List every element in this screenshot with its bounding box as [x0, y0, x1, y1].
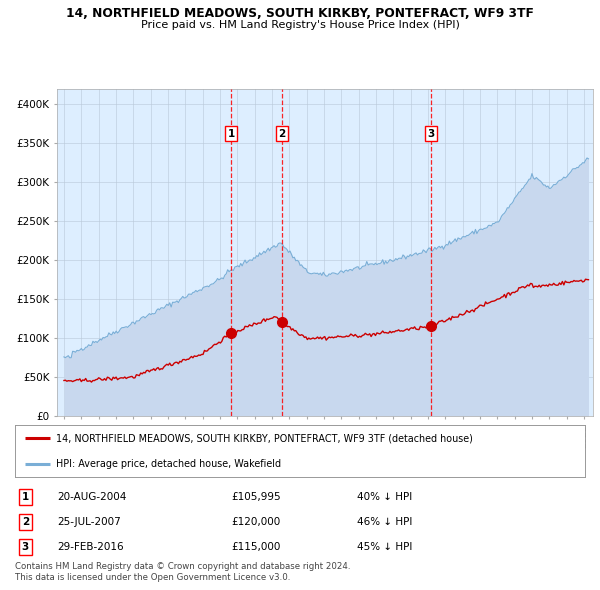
Text: 40% ↓ HPI: 40% ↓ HPI — [357, 492, 412, 502]
Text: 46% ↓ HPI: 46% ↓ HPI — [357, 517, 412, 527]
Text: HPI: Average price, detached house, Wakefield: HPI: Average price, detached house, Wake… — [56, 459, 281, 469]
Text: 14, NORTHFIELD MEADOWS, SOUTH KIRKBY, PONTEFRACT, WF9 3TF (detached house): 14, NORTHFIELD MEADOWS, SOUTH KIRKBY, PO… — [56, 433, 473, 443]
Text: 3: 3 — [427, 129, 434, 139]
Text: £115,000: £115,000 — [232, 542, 281, 552]
Text: 25-JUL-2007: 25-JUL-2007 — [58, 517, 121, 527]
Text: 29-FEB-2016: 29-FEB-2016 — [58, 542, 124, 552]
Text: £105,995: £105,995 — [232, 492, 281, 502]
Text: 2: 2 — [22, 517, 29, 527]
Text: 1: 1 — [22, 492, 29, 502]
Text: Contains HM Land Registry data © Crown copyright and database right 2024.
This d: Contains HM Land Registry data © Crown c… — [15, 562, 350, 582]
Text: 2: 2 — [278, 129, 286, 139]
Text: 45% ↓ HPI: 45% ↓ HPI — [357, 542, 412, 552]
Text: 1: 1 — [227, 129, 235, 139]
Text: 20-AUG-2004: 20-AUG-2004 — [58, 492, 127, 502]
Text: £120,000: £120,000 — [232, 517, 281, 527]
Text: 14, NORTHFIELD MEADOWS, SOUTH KIRKBY, PONTEFRACT, WF9 3TF: 14, NORTHFIELD MEADOWS, SOUTH KIRKBY, PO… — [66, 7, 534, 20]
Text: 3: 3 — [22, 542, 29, 552]
Text: Price paid vs. HM Land Registry's House Price Index (HPI): Price paid vs. HM Land Registry's House … — [140, 20, 460, 30]
